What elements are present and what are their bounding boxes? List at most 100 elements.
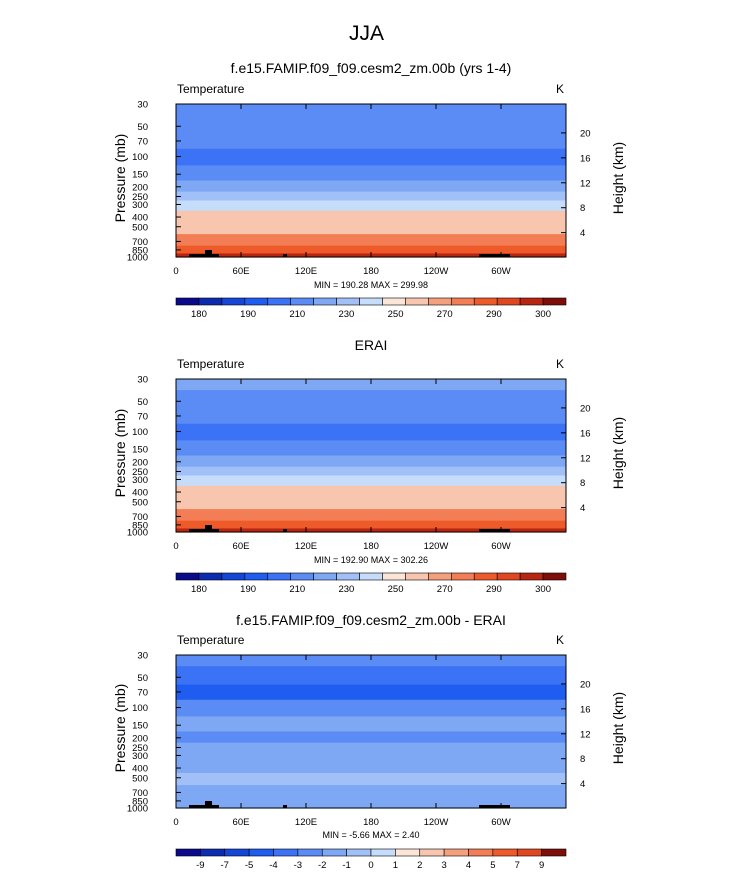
colorbar-label: 290 bbox=[486, 584, 502, 595]
colorbar-label: 250 bbox=[388, 309, 404, 320]
height-tick-label: 20 bbox=[580, 679, 591, 690]
x-tick-label: 60E bbox=[233, 541, 250, 552]
colorbar-label: 5 bbox=[490, 860, 495, 871]
colorbar-swatch bbox=[542, 572, 567, 581]
colorbar-swatch bbox=[492, 848, 518, 857]
level-band bbox=[176, 796, 566, 806]
level-band bbox=[176, 475, 566, 487]
panel-title: f.e15.FAMIP.f09_f09.cesm2_zm.00b (yrs 1-… bbox=[230, 60, 512, 76]
x-tick-label: 180 bbox=[363, 266, 379, 277]
variable-label: Temperature bbox=[177, 82, 245, 96]
colorbar-label: 300 bbox=[535, 584, 551, 595]
x-tick-label: 60W bbox=[491, 541, 511, 552]
terrain-mask bbox=[205, 250, 212, 257]
y-tick-label: 100 bbox=[132, 152, 148, 163]
colorbar-label: 230 bbox=[338, 584, 354, 595]
x-tick-label: 120W bbox=[424, 266, 449, 277]
x-tick-label: 120E bbox=[295, 541, 317, 552]
y-tick-label: 150 bbox=[132, 721, 148, 732]
y-tick-label: 150 bbox=[132, 445, 148, 456]
y-tick-label: 700 bbox=[132, 237, 148, 248]
terrain-mask bbox=[189, 805, 219, 808]
y-tick-label: 500 bbox=[132, 222, 148, 233]
y-tick-label: 50 bbox=[137, 673, 148, 684]
height-tick-label: 20 bbox=[580, 403, 591, 414]
terrain-mask bbox=[205, 801, 212, 808]
level-band bbox=[176, 115, 566, 135]
height-tick-label: 12 bbox=[580, 729, 591, 740]
y-tick-label: 300 bbox=[132, 200, 148, 211]
level-band bbox=[176, 742, 566, 753]
colorbar-label: -2 bbox=[318, 860, 326, 871]
level-band bbox=[176, 221, 566, 235]
height-tick-label: 12 bbox=[580, 453, 591, 464]
y-tick-label: 700 bbox=[132, 788, 148, 799]
colorbar-label: 250 bbox=[388, 584, 404, 595]
colorbar-label: 290 bbox=[486, 309, 502, 320]
y-tick-label: 200 bbox=[132, 182, 148, 193]
variable-label: Temperature bbox=[177, 633, 245, 647]
colorbar: -9 -7 -5 -4 -3 -2 -1 0 1 2 3 4 5 7 9 bbox=[175, 848, 567, 871]
level-band bbox=[176, 731, 566, 744]
min-max-stats: MIN = -5.66 MAX = 2.40 bbox=[322, 830, 420, 840]
y-tick-label: 30 bbox=[137, 375, 148, 386]
x-tick-label: 60E bbox=[233, 266, 250, 277]
terrain-mask bbox=[205, 525, 212, 532]
y-tick-label: 30 bbox=[137, 651, 148, 662]
colorbar: 180 190 210 230 250 270 290 300 bbox=[175, 297, 567, 320]
terrain-mask bbox=[283, 805, 287, 808]
y-tick-label: 70 bbox=[137, 136, 148, 147]
colorbar-label: 270 bbox=[437, 584, 453, 595]
figure-title: JJA bbox=[348, 22, 384, 45]
height-tick-label: 16 bbox=[580, 704, 591, 715]
level-band bbox=[176, 200, 566, 212]
colorbar-label: 210 bbox=[289, 309, 305, 320]
y-tick-label: 1000 bbox=[127, 804, 148, 815]
y-tick-label: 850 bbox=[132, 520, 148, 531]
colorbar-label: -4 bbox=[269, 860, 277, 871]
level-band bbox=[176, 191, 566, 202]
x-tick-label: 120E bbox=[295, 817, 317, 828]
level-band bbox=[176, 455, 566, 468]
level-band bbox=[176, 496, 566, 510]
colorbar-swatch bbox=[542, 297, 567, 306]
colorbar-label: 9 bbox=[539, 860, 544, 871]
y-tick-label: 150 bbox=[132, 170, 148, 181]
height-tick-label: 4 bbox=[580, 503, 585, 514]
colorbar-swatch bbox=[395, 848, 421, 857]
level-band bbox=[176, 655, 566, 667]
colorbar-swatch bbox=[200, 848, 226, 857]
height-tick-label: 16 bbox=[580, 153, 591, 164]
y-tick-label: 1000 bbox=[127, 253, 148, 264]
level-band bbox=[176, 716, 566, 733]
colorbar-label: -7 bbox=[221, 860, 229, 871]
level-band bbox=[176, 148, 566, 166]
level-band bbox=[176, 785, 566, 798]
level-band bbox=[176, 485, 566, 498]
terrain-mask bbox=[479, 529, 510, 532]
height-tick-label: 8 bbox=[580, 478, 585, 489]
colorbar-label: 230 bbox=[338, 309, 354, 320]
height-tick-label: 16 bbox=[580, 428, 591, 439]
level-band bbox=[176, 423, 566, 441]
colorbar-label: 1 bbox=[393, 860, 398, 871]
level-band bbox=[176, 234, 566, 247]
x-tick-label: 60E bbox=[233, 817, 250, 828]
y-tick-label: 400 bbox=[132, 213, 148, 224]
height-tick-label: 4 bbox=[580, 228, 585, 239]
y-tick-label: 850 bbox=[132, 245, 148, 256]
level-band bbox=[176, 699, 566, 717]
y-tick-label: 250 bbox=[132, 743, 148, 754]
y-tick-label: 300 bbox=[132, 475, 148, 486]
terrain-mask bbox=[479, 805, 510, 808]
height-tick-label: 8 bbox=[580, 203, 585, 214]
colorbar-label: 270 bbox=[437, 309, 453, 320]
colorbar-swatch bbox=[248, 848, 274, 857]
colorbar-label: -5 bbox=[245, 860, 253, 871]
x-tick-label: 0 bbox=[173, 541, 178, 552]
terrain-mask bbox=[283, 254, 287, 257]
colorbar-swatch bbox=[346, 848, 372, 857]
x-tick-label: 180 bbox=[363, 817, 379, 828]
y-tick-label: 70 bbox=[137, 411, 148, 422]
